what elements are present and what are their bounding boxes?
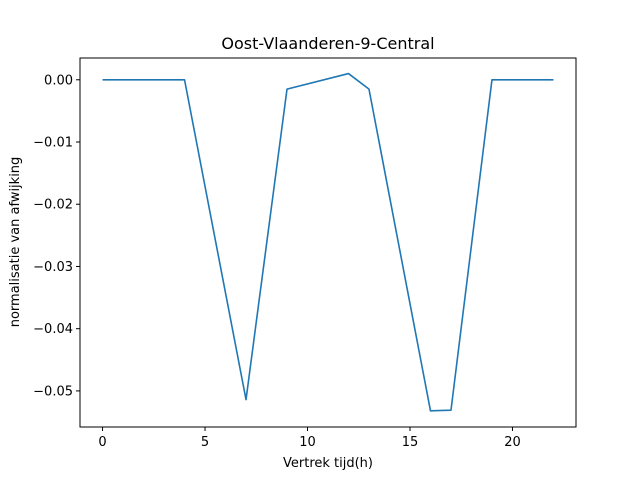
plot-area-frame xyxy=(79,57,577,428)
y-tick-label: −0.01 xyxy=(33,136,73,151)
y-tick-label: −0.04 xyxy=(33,322,73,337)
x-tick-label: 5 xyxy=(201,435,209,450)
x-tick-label: 0 xyxy=(98,435,106,450)
y-tick-label: 0.00 xyxy=(44,73,73,88)
series-group xyxy=(102,72,554,412)
x-axis-label: Vertrek tijd(h) xyxy=(283,456,373,471)
series-line xyxy=(102,72,554,412)
x-tick-label: 10 xyxy=(299,435,316,450)
y-tick-label: −0.05 xyxy=(33,384,73,399)
y-tick-label: −0.03 xyxy=(33,260,73,275)
x-tick-label: 15 xyxy=(402,435,419,450)
y-axis-ticks: 0.00 −0.01 −0.02 −0.03 −0.04 −0.05 xyxy=(33,73,80,399)
x-axis-ticks: 0 5 10 15 20 xyxy=(98,427,521,450)
y-axis-label: normalisatie van afwijking xyxy=(8,157,23,328)
chart-title: Oost-Vlaanderen-9-Central xyxy=(221,34,434,53)
x-tick-label: 20 xyxy=(504,435,521,450)
y-tick-label: −0.02 xyxy=(33,198,73,213)
